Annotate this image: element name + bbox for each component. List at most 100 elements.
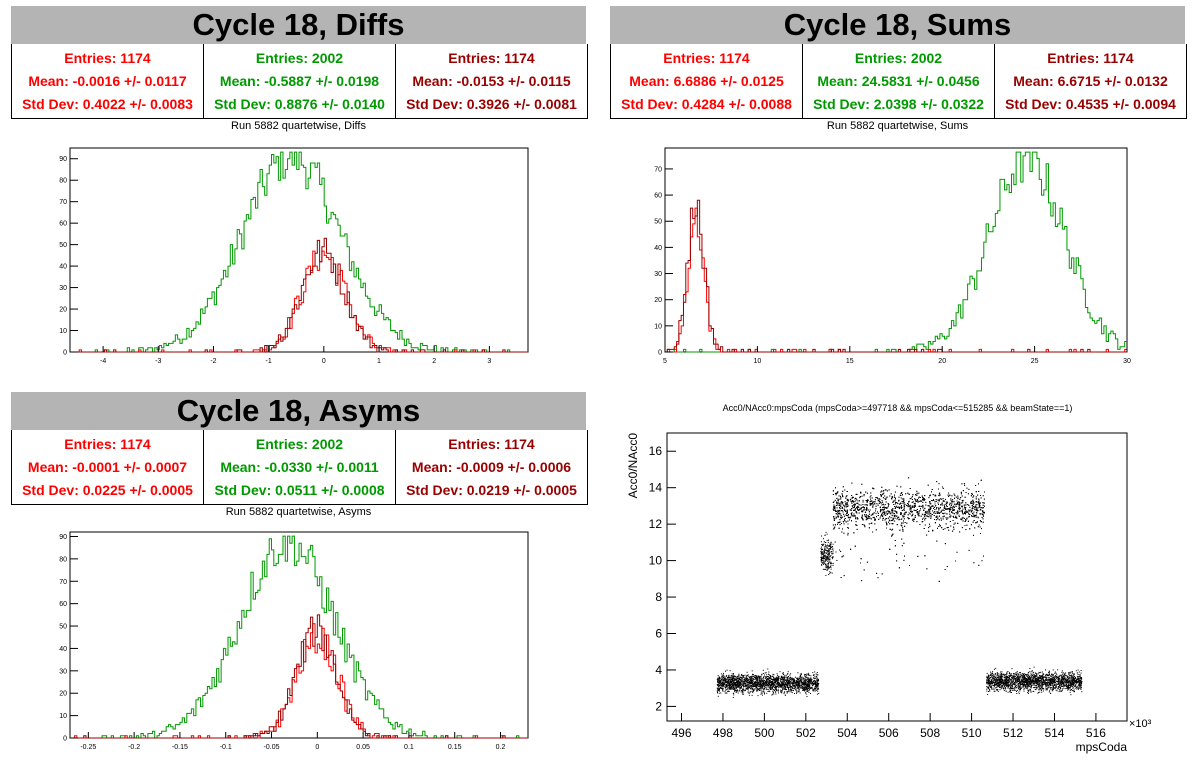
histogram-series-dark	[665, 199, 1127, 353]
scatter-cluster-1	[820, 531, 834, 576]
y-tick-label: 70	[59, 199, 67, 206]
y-tick-label: 2	[655, 699, 662, 713]
x-axis-multiplier: ×10³	[1129, 718, 1152, 730]
stat-mean: Mean: -0.0153 +/- 0.0115	[412, 72, 571, 89]
stats-column-green: Entries: 2002 Mean: -0.0330 +/- 0.0011 S…	[204, 430, 396, 504]
y-tick-label: 4	[655, 663, 662, 677]
x-tick-label: 15	[846, 358, 854, 365]
plot-frame	[69, 531, 529, 739]
x-tick-label: 10	[754, 358, 762, 365]
x-tick-label: 502	[796, 726, 816, 740]
y-tick-label: 12	[649, 517, 663, 531]
x-tick-label: 498	[713, 726, 733, 740]
stats-column-green: Entries: 2002 Mean: -0.5887 +/- 0.0198 S…	[204, 44, 396, 118]
stats-box: Entries: 1174 Mean: -0.0001 +/- 0.0007 S…	[11, 430, 588, 505]
stat-entries: Entries: 2002	[255, 436, 344, 453]
y-tick-label: 30	[654, 271, 662, 278]
y-tick-label: 14	[649, 481, 663, 495]
stat-entries: Entries: 1174	[663, 50, 750, 67]
stat-mean: Mean: -0.5887 +/- 0.0198	[219, 72, 380, 89]
y-tick-label: 0	[63, 736, 67, 743]
y-tick-label: 80	[59, 178, 67, 185]
y-tick-label: 70	[59, 579, 67, 586]
stat-entries: Entries: 1174	[64, 50, 151, 67]
y-tick-label: 60	[59, 601, 67, 608]
x-tick-label: 510	[962, 726, 982, 740]
x-tick-label: 516	[1086, 726, 1106, 740]
stats-column-dark: Entries: 1174 Mean: -0.0153 +/- 0.0115 S…	[396, 44, 587, 118]
x-tick-label: -0.25	[80, 744, 96, 751]
stat-mean: Mean: -0.0016 +/- 0.0117	[28, 72, 187, 89]
stat-std: Std Dev: 0.3926 +/- 0.0081	[406, 95, 577, 112]
plot-subtitle: Run 5882 quartetwise, Diffs	[231, 120, 366, 132]
y-tick-label: 0	[658, 350, 662, 357]
stat-std: Std Dev: 0.0225 +/- 0.0005	[22, 481, 193, 498]
stat-entries: Entries: 1174	[448, 50, 535, 67]
stat-entries: Entries: 1174	[1047, 50, 1134, 67]
y-tick-label: 10	[59, 713, 67, 720]
y-tick-label: 90	[59, 156, 67, 163]
x-tick-label: 506	[879, 726, 899, 740]
y-tick-label: 20	[59, 307, 67, 314]
panel-title: Cycle 18, Asyms	[11, 392, 586, 430]
stat-std: Std Dev: 2.0398 +/- 0.0322	[813, 95, 984, 112]
scatter-cluster-2	[832, 477, 985, 582]
stats-column-red: Entries: 1174 Mean: -0.0001 +/- 0.0007 S…	[12, 430, 204, 504]
plot-frame	[69, 147, 529, 353]
x-axis-label: mpsCoda	[1076, 740, 1128, 754]
histogram-sums: 5 10 15 20 25 30 0 10 20 30 40 50 60 70	[654, 147, 1131, 365]
plot-subtitle: Run 5882 quartetwise, Sums	[826, 120, 969, 132]
y-tick-label: 10	[649, 554, 663, 568]
y-tick-label: 70	[654, 166, 662, 173]
x-tick-label: 512	[1003, 726, 1023, 740]
x-tick-label: 500	[754, 726, 774, 740]
stat-entries: Entries: 2002	[255, 50, 344, 67]
x-tick-label: 0	[322, 358, 326, 365]
stat-std: Std Dev: 0.0219 +/- 0.0005	[406, 481, 577, 498]
plot-subtitle: Run 5882 quartetwise, Asyms	[225, 506, 372, 518]
scatter-cluster-0	[716, 668, 820, 698]
stat-mean: Mean: 6.6715 +/- 0.0132	[1013, 72, 1168, 89]
y-tick-label: 80	[59, 556, 67, 563]
stats-box: Entries: 1174 Mean: -0.0016 +/- 0.0117 S…	[11, 44, 588, 119]
stats-column-red: Entries: 1174 Mean: -0.0016 +/- 0.0117 S…	[12, 44, 204, 118]
plot-frame	[664, 147, 1128, 353]
histogram-series-green	[70, 151, 528, 353]
y-tick-label: 30	[59, 285, 67, 292]
stat-std: Std Dev: 0.4284 +/- 0.0088	[621, 95, 792, 112]
x-tick-label: 0	[315, 744, 319, 751]
y-tick-label: 40	[59, 646, 67, 653]
x-tick-label: 0.2	[496, 744, 506, 751]
x-tick-label: 3	[487, 358, 491, 365]
y-tick-label: 16	[649, 444, 663, 458]
x-tick-label: 514	[1044, 726, 1064, 740]
stats-column-green: Entries: 2002 Mean: 24.5831 +/- 0.0456 S…	[803, 44, 995, 118]
x-tick-label: 0.1	[404, 744, 414, 751]
x-tick-label: -0.2	[128, 744, 140, 751]
y-tick-label: 90	[59, 534, 67, 541]
panel-title: Cycle 18, Diffs	[11, 6, 586, 44]
x-tick-label: 25	[1031, 358, 1039, 365]
y-tick-label: 6	[655, 627, 662, 641]
stats-column-red: Entries: 1174 Mean: 6.6886 +/- 0.0125 St…	[611, 44, 803, 118]
x-tick-label: 496	[671, 726, 691, 740]
stat-entries: Entries: 2002	[854, 50, 943, 67]
x-tick-label: -0.1	[220, 744, 232, 751]
scatter-cluster-3	[986, 666, 1083, 696]
y-tick-label: 8	[655, 590, 662, 604]
y-tick-label: 20	[59, 691, 67, 698]
x-tick-label: -3	[155, 358, 161, 365]
stat-mean: Mean: 6.6886 +/- 0.0125	[629, 72, 784, 89]
histogram-asyms: -0.25 -0.2 -0.15 -0.1 -0.05 0 0.05 0.1 0.15 0.2 0 1…	[59, 531, 529, 751]
x-tick-label: 5	[663, 358, 667, 365]
y-tick-label: 10	[654, 323, 662, 330]
stats-column-dark: Entries: 1174 Mean: 6.6715 +/- 0.0132 St…	[995, 44, 1186, 118]
x-tick-label: 504	[837, 726, 857, 740]
scatter-title: Acc0/NAcc0:mpsCoda (mpsCoda>=497718 && m…	[722, 403, 1073, 413]
x-tick-label: -2	[210, 358, 216, 365]
x-tick-label: -1	[266, 358, 272, 365]
histogram-series-red	[70, 623, 528, 739]
x-tick-label: 30	[1123, 358, 1131, 365]
scatter-acc0-vs-mpscoda: 496 498 500 502 504 506 508 510 512 514 516 2 4 6 8 10 1…	[626, 432, 1152, 754]
x-tick-label: 508	[920, 726, 940, 740]
